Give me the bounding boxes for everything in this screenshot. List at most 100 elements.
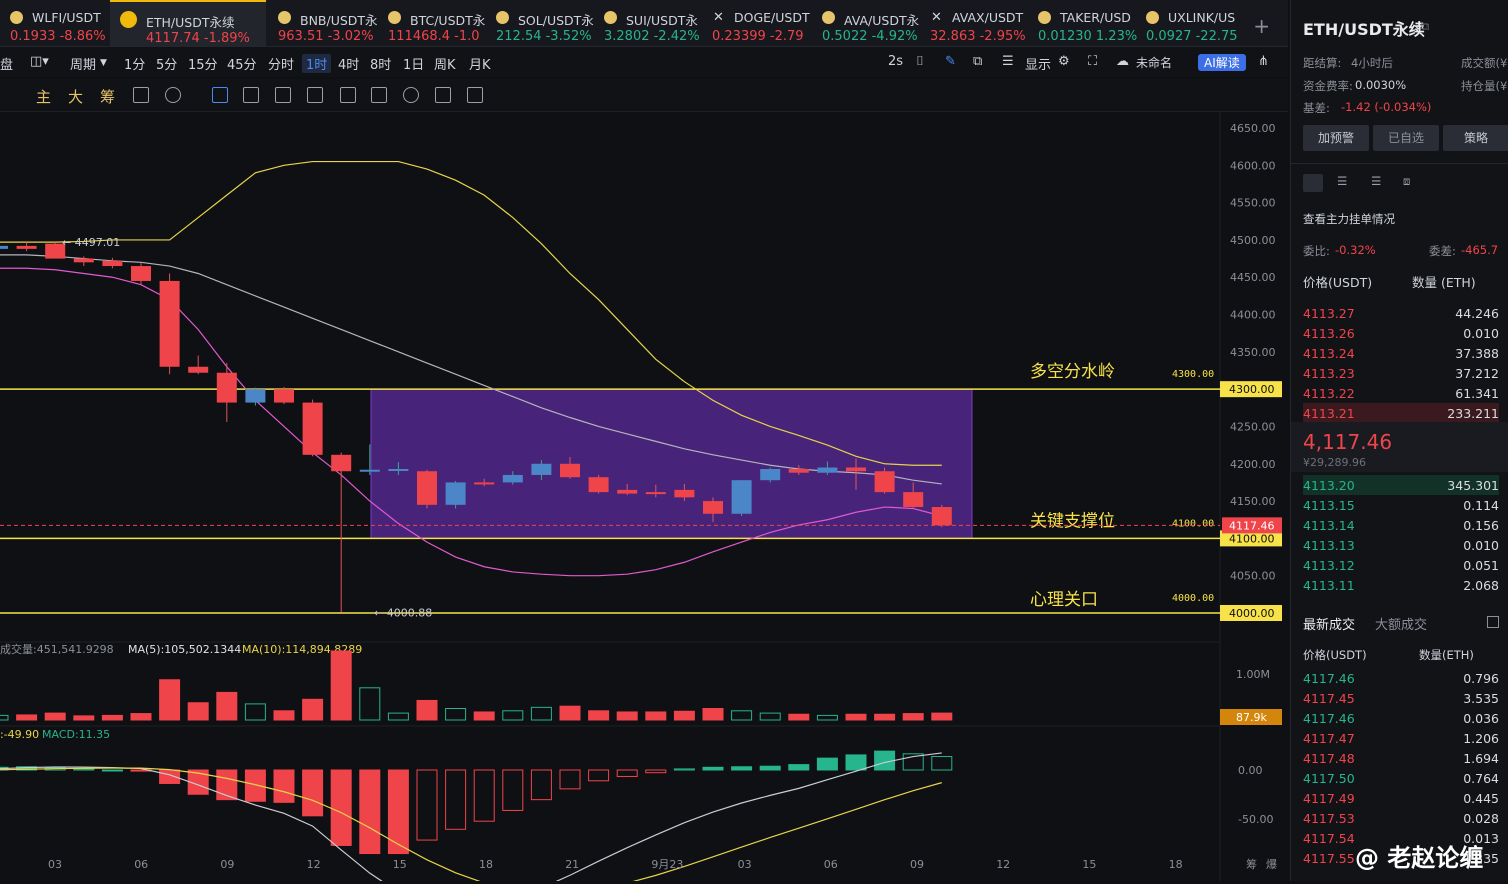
tab-dogeusdt[interactable]: ✕ DOGE/USDT 0.23399 -2.79 <box>702 0 810 46</box>
bid-row[interactable]: 4113.13 0.010 <box>1303 535 1499 555</box>
tab-takerusd[interactable]: TAKER/USD 0.01230 1.23% <box>1028 0 1137 46</box>
price-tick: 4150.00 <box>1230 495 1276 508</box>
tab-bnbusdt[interactable]: BNB/USDT永 963.51 -3.02% <box>268 0 378 46</box>
main-indicator-button[interactable]: 主 <box>36 88 52 106</box>
ask-row[interactable]: 4113.24 37.388 <box>1303 343 1499 363</box>
interval-month[interactable]: 月K <box>469 58 491 73</box>
settings-icon[interactable]: ⚙ <box>1058 54 1070 69</box>
favorited-button[interactable]: 已自选 <box>1373 125 1439 151</box>
level-tag <box>1220 381 1282 398</box>
big-orders-link[interactable]: 查看主力挂单情况 <box>1303 212 1395 226</box>
camera-icon[interactable]: ⌷ <box>916 54 924 69</box>
tab-large-trades[interactable]: 大额成交 <box>1375 618 1428 633</box>
ask-row[interactable]: 4113.27 44.246 <box>1303 303 1499 323</box>
interval-timeline[interactable]: 分时 <box>268 58 295 73</box>
tab-solusdt[interactable]: SOL/USDT永 212.54 -3.52% <box>486 0 594 46</box>
line-tool-icon[interactable] <box>243 87 259 103</box>
trade-row[interactable]: 4117.46 0.796 <box>1303 668 1499 688</box>
depth-asks-icon[interactable]: ☰ <box>1371 174 1382 188</box>
cloud-icon[interactable]: ☁ <box>1116 54 1129 69</box>
checkbox[interactable] <box>1487 616 1499 628</box>
tab-uxlinkus[interactable]: UXLINK/US 0.0927 -22.75 <box>1136 0 1246 46</box>
bid-row[interactable]: 4113.14 0.156 <box>1303 515 1499 535</box>
share-icon[interactable]: ⋔ <box>1258 54 1269 69</box>
interval-5m[interactable]: 5分 <box>156 58 178 73</box>
trades-col-qty[interactable]: 数量(ETH) <box>1419 648 1474 662</box>
tab-wlfiusdt[interactable]: WLFI/USDT 0.1933 -8.86% <box>0 0 108 46</box>
candle-tool-icon[interactable] <box>307 87 323 103</box>
ai-analysis-button[interactable]: AI解读 <box>1198 54 1246 71</box>
interval-week[interactable]: 周K <box>434 58 456 73</box>
chip-button[interactable]: 筹 <box>100 88 116 106</box>
interval-8h[interactable]: 8时 <box>370 58 392 73</box>
interval-45m[interactable]: 45分 <box>227 58 257 73</box>
tab-avaxusdt[interactable]: ✕ AVAX/USDT 32.863 -2.95% <box>920 0 1026 46</box>
trade-row[interactable]: 4117.50 0.764 <box>1303 768 1499 788</box>
chart-style-icon[interactable]: ◫▾ <box>30 54 49 69</box>
bid-row[interactable]: 4113.15 0.114 <box>1303 495 1499 515</box>
tab-latest-trades[interactable]: 最新成交 <box>1303 618 1356 633</box>
ask-row[interactable]: 4113.21 233.211 <box>1303 403 1499 423</box>
tab-ethusdt[interactable]: ETH/USDT永续 4117.74 -1.89% <box>110 0 266 46</box>
fullscreen-icon[interactable]: ⛶ <box>1088 54 1098 69</box>
tab-suiusdt[interactable]: SUI/USDT永 3.2802 -2.42% <box>594 0 700 46</box>
ob-col-price: 价格(USDT) <box>1303 275 1373 290</box>
trash-icon[interactable] <box>467 87 483 103</box>
layout-icon[interactable]: ⧉ <box>973 54 983 69</box>
chevron-down-icon[interactable]: ▼ <box>100 58 107 68</box>
ob-col-qty[interactable]: 数量 (ETH) <box>1412 275 1476 290</box>
trade-row[interactable]: 4117.45 3.535 <box>1303 688 1499 708</box>
trade-row[interactable]: 4117.53 0.028 <box>1303 808 1499 828</box>
tab-btcusdt[interactable]: BTC/USDT永 111468.4 -1.0 <box>378 0 485 46</box>
select-icon[interactable] <box>212 87 228 103</box>
brush-icon[interactable] <box>275 87 291 103</box>
ask-row[interactable]: 4113.26 0.010 <box>1303 323 1499 343</box>
interval-1h[interactable]: 1时 <box>302 54 332 73</box>
interval-1m[interactable]: 1分 <box>124 58 146 73</box>
filter-icon[interactable] <box>435 87 451 103</box>
candle <box>274 386 294 405</box>
lock-icon[interactable] <box>340 87 356 103</box>
note-icon[interactable] <box>371 87 387 103</box>
strategy-button[interactable]: 策略 <box>1443 125 1508 151</box>
interval-4h[interactable]: 4时 <box>338 58 360 73</box>
ask-row[interactable]: 4113.22 61.341 <box>1303 383 1499 403</box>
bid-row[interactable]: 4113.20 345.301 <box>1303 475 1499 495</box>
coin-icon <box>1038 11 1051 24</box>
layout-name[interactable]: 未命名 <box>1136 56 1173 70</box>
qty-cell: 0.036 <box>1463 711 1499 726</box>
candle-body <box>159 280 180 367</box>
menu-icon[interactable]: ☰ <box>1002 54 1014 69</box>
compare-icon[interactable] <box>165 87 181 103</box>
depth-bids-icon[interactable]: ☰ <box>1337 174 1348 188</box>
bid-row[interactable]: 4113.11 2.068 <box>1303 575 1499 595</box>
interval-1d[interactable]: 1日 <box>403 58 425 73</box>
candle <box>188 355 209 375</box>
magnet-icon[interactable] <box>403 87 419 103</box>
add-tab-icon[interactable]: + <box>1253 14 1270 38</box>
depth-both-icon[interactable] <box>1303 174 1323 192</box>
add-alert-button[interactable]: 加预警 <box>1303 125 1369 151</box>
trade-row[interactable]: 4117.54 0.013 <box>1303 828 1499 848</box>
tab-price: 212.54 -3.52% <box>496 29 592 44</box>
depth-trades-icon[interactable]: ⧈ <box>1403 174 1411 188</box>
toolbar-item[interactable]: 盘 <box>0 58 14 73</box>
big-order-button[interactable]: 大 <box>68 88 84 106</box>
chart-canvas[interactable]: 4650.00 4600.00 4550.00 4500.00 4450.00 4400.… <box>0 112 1288 884</box>
trade-row[interactable]: 4117.47 1.206 <box>1303 728 1499 748</box>
trade-row[interactable]: 4117.49 0.445 <box>1303 788 1499 808</box>
indicator-icon[interactable] <box>133 87 149 103</box>
copy-icon[interactable]: ⧉ <box>1421 19 1430 33</box>
ask-row[interactable]: 4113.23 37.212 <box>1303 363 1499 383</box>
period-menu[interactable]: 周期 <box>70 58 97 73</box>
bid-row[interactable]: 4113.12 0.051 <box>1303 555 1499 575</box>
trade-row[interactable]: 4117.46 0.036 <box>1303 708 1499 728</box>
tab-avausdt[interactable]: AVA/USDT永 0.5022 -4.92% <box>812 0 919 46</box>
refresh-rate[interactable]: 2s <box>888 54 904 69</box>
pen-icon[interactable]: ✎ <box>945 54 956 69</box>
trade-row[interactable]: 4117.55 1.335 <box>1303 848 1499 868</box>
interval-15m[interactable]: 15分 <box>188 58 218 73</box>
trade-row[interactable]: 4117.48 1.694 <box>1303 748 1499 768</box>
display-menu[interactable]: 显示 <box>1025 58 1052 73</box>
kline-chart[interactable]: 4650.00 4600.00 4550.00 4500.00 4450.00 4400.… <box>0 112 1288 884</box>
